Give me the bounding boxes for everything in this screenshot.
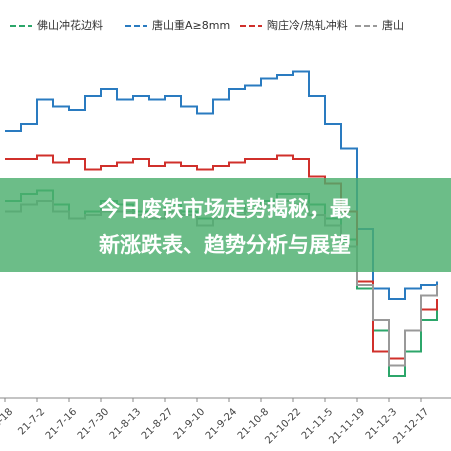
legend-label: 唐山 [382, 18, 404, 32]
banner-text: 新涨跌表、趋势分析与展望 [99, 233, 351, 257]
legend-label: 唐山重A≥8mm [152, 18, 230, 32]
banner-text: 今日废铁市场走势揭秘，最 [99, 197, 352, 221]
legend-label: 陶庄冷/热轧冲料 [267, 18, 348, 32]
legend-label: 佛山冲花边料 [37, 18, 103, 32]
banner-bg [0, 178, 451, 272]
